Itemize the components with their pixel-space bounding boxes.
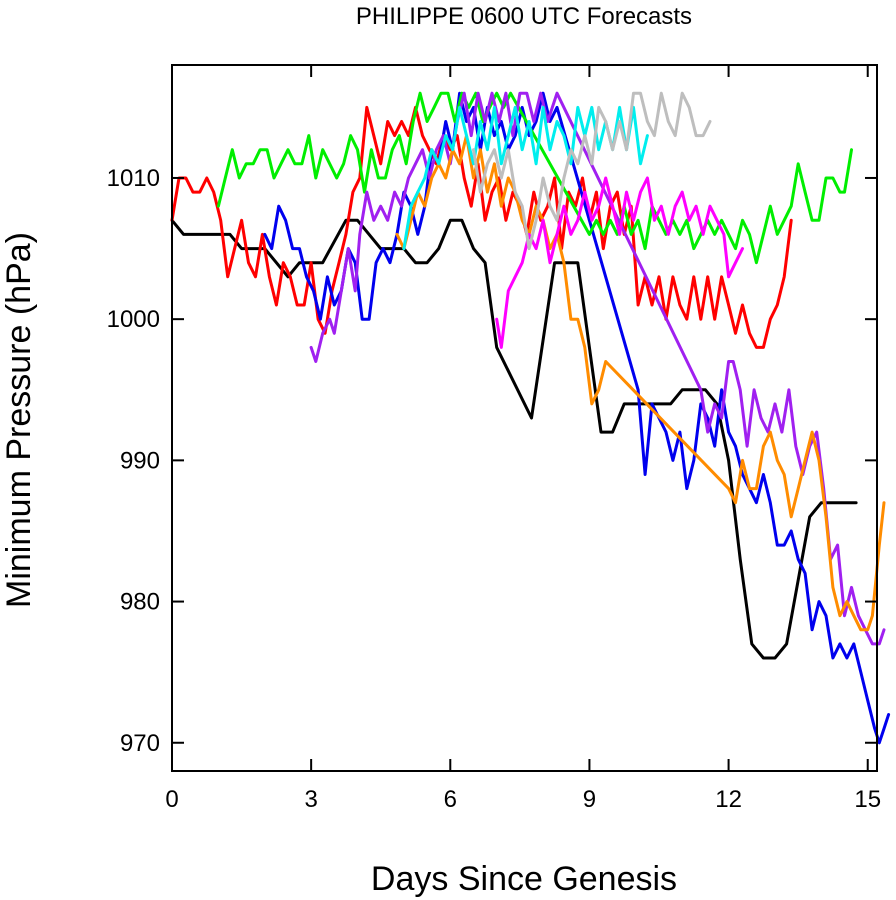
x-tick-label: 6 [444, 786, 457, 813]
y-axis-title: Minimum Pressure (hPa) [0, 232, 38, 608]
y-tick-label: 990 [120, 447, 160, 474]
axis-ticks [171, 65, 877, 771]
plot-area [170, 91, 891, 745]
x-tick-label: 9 [583, 786, 596, 813]
plot-frame [171, 64, 878, 772]
y-tick-label: 970 [120, 730, 160, 757]
y-tick-label: 1000 [107, 306, 160, 333]
series-line-1 [170, 218, 858, 660]
chart-title: PHILIPPE 0600 UTC Forecasts [356, 3, 692, 30]
y-tick-label: 980 [120, 589, 160, 616]
y-tick-label: 1010 [107, 165, 160, 192]
series-line-5 [309, 91, 886, 646]
series-line-6 [395, 134, 886, 632]
x-axis-title: Days Since Genesis [371, 860, 677, 898]
tick-labels: 0 3 6 9 12 15 970 980 990 1000 1010 [107, 165, 881, 813]
series-line-3 [263, 91, 891, 745]
x-tick-label: 15 [854, 786, 881, 813]
series-line-9 [472, 91, 712, 251]
series-line-7 [495, 176, 744, 349]
x-tick-label: 3 [304, 786, 317, 813]
x-tick-label: 12 [715, 786, 742, 813]
x-tick-label: 0 [165, 786, 178, 813]
series-line-4 [216, 91, 853, 265]
